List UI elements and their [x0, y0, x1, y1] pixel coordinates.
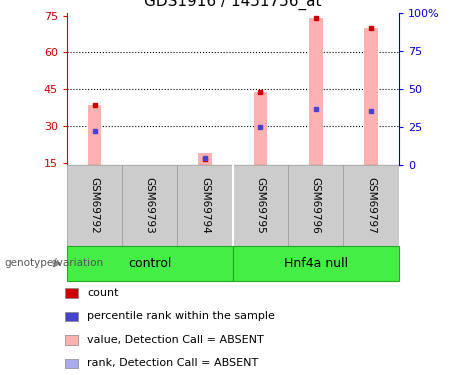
Bar: [67, 246, 233, 281]
Bar: [288, 165, 343, 246]
Text: GSM69796: GSM69796: [311, 177, 321, 234]
Text: count: count: [87, 288, 119, 298]
Bar: [233, 165, 288, 246]
Text: GSM69792: GSM69792: [89, 177, 100, 234]
Bar: [177, 165, 233, 246]
Bar: [65, 335, 78, 345]
Text: genotype/variation: genotype/variation: [5, 258, 104, 268]
Bar: [65, 358, 78, 368]
Bar: [122, 165, 177, 246]
Title: GDS1916 / 1451756_at: GDS1916 / 1451756_at: [144, 0, 322, 10]
Bar: [88, 105, 101, 165]
Bar: [233, 246, 399, 281]
Bar: [198, 153, 212, 165]
Text: Hnf4a null: Hnf4a null: [284, 257, 348, 270]
Text: GSM69797: GSM69797: [366, 177, 376, 234]
Text: control: control: [128, 257, 171, 270]
Bar: [309, 18, 323, 165]
Text: GSM69793: GSM69793: [145, 177, 155, 234]
Text: percentile rank within the sample: percentile rank within the sample: [87, 311, 275, 321]
Bar: [254, 92, 267, 165]
Bar: [343, 165, 399, 246]
Bar: [67, 165, 122, 246]
Text: value, Detection Call = ABSENT: value, Detection Call = ABSENT: [87, 335, 264, 345]
Bar: [65, 312, 78, 321]
Text: GSM69794: GSM69794: [200, 177, 210, 234]
Text: rank, Detection Call = ABSENT: rank, Detection Call = ABSENT: [87, 358, 259, 368]
Bar: [364, 28, 378, 165]
Bar: [65, 288, 78, 298]
Text: GSM69795: GSM69795: [255, 177, 266, 234]
